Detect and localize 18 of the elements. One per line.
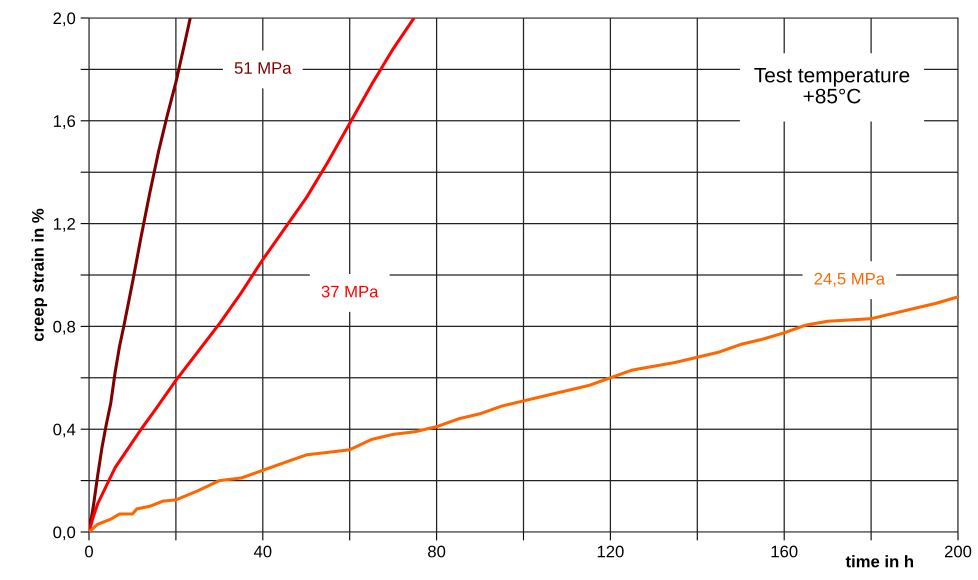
text: 51 MPa [234,62,292,74]
y-tick-label: 0,8 [53,320,76,335]
series-label: 24,5 MPa [814,272,886,287]
x-axis-title: time in h [846,555,914,568]
x-tick-label: 120 [598,546,624,558]
text: 37 MPa [322,286,378,298]
annotation: Test temperature +85°C [754,68,910,104]
y-axis-title: creep strain in % [32,208,48,342]
x-tick-label: 80 [428,546,446,558]
y-tick-label: 1,2 [54,218,75,232]
y-tick-label: 1,6 [54,115,76,129]
y-tick-label: 0,0 [53,526,76,540]
y-tick-label: 2,0 [53,12,76,26]
x-tick-label: 0 [85,546,93,558]
y-tick-label: 0,4 [53,424,76,438]
x-tick-label: 200 [944,546,972,558]
x-tick-label: 40 [254,546,272,558]
x-tick-label: 160 [772,546,798,558]
